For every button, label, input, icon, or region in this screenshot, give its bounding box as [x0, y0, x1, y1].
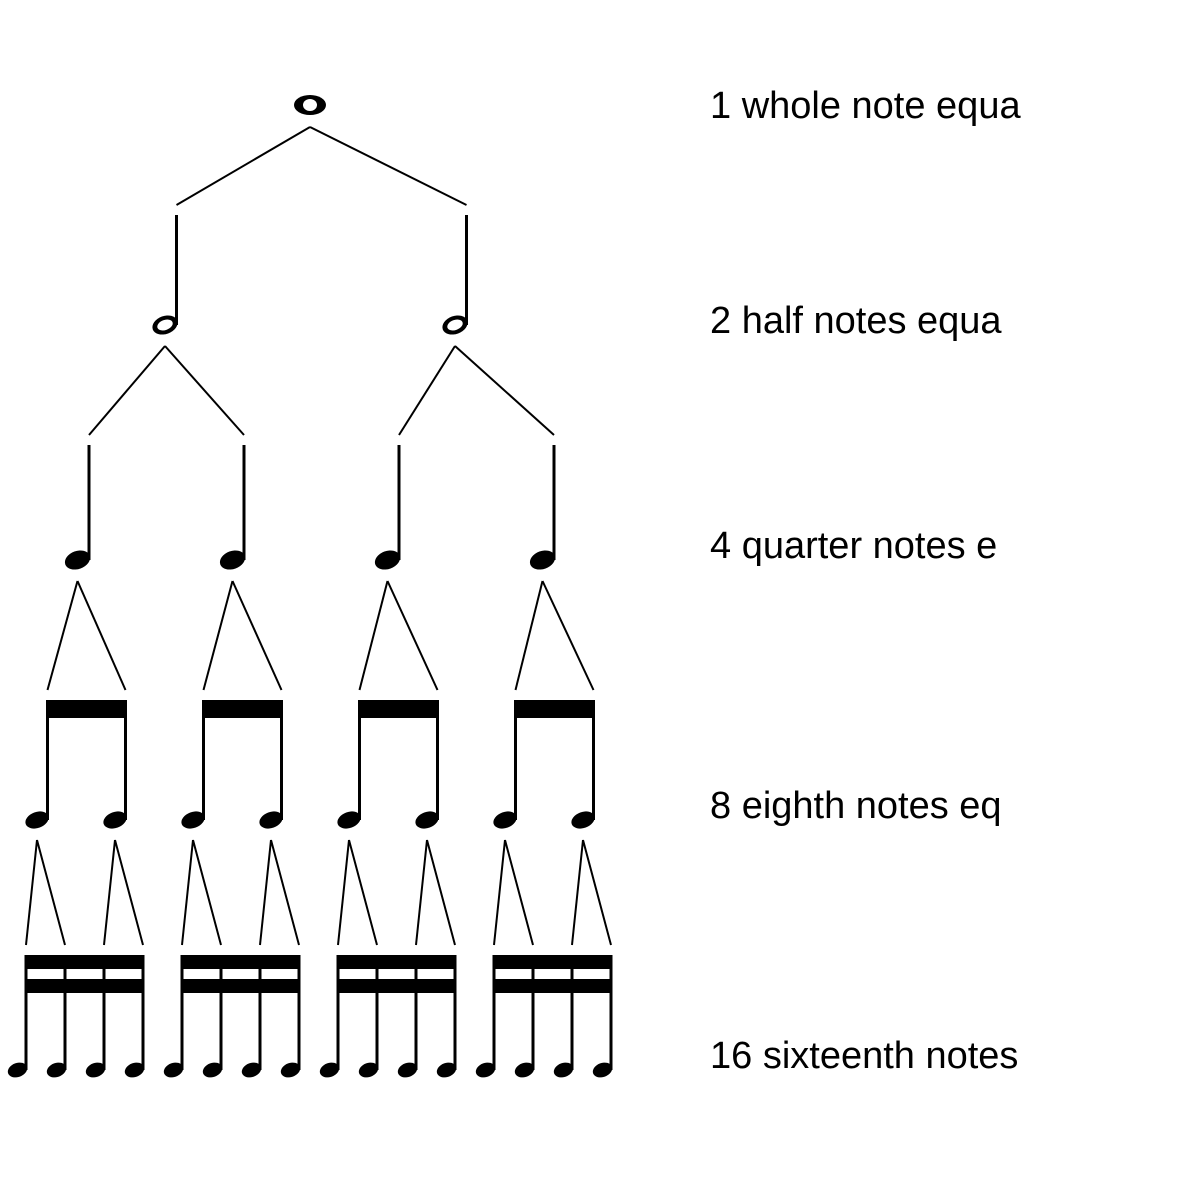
label-eighth: 8 eighth notes eq: [710, 785, 1002, 828]
label-sixteenth: 16 sixteenth notes: [710, 1035, 1018, 1078]
note-tree-diagram: [0, 0, 1200, 1200]
label-half: 2 half notes equa: [710, 300, 1002, 343]
label-whole: 1 whole note equa: [710, 85, 1021, 128]
label-quarter: 4 quarter notes e: [710, 525, 997, 568]
